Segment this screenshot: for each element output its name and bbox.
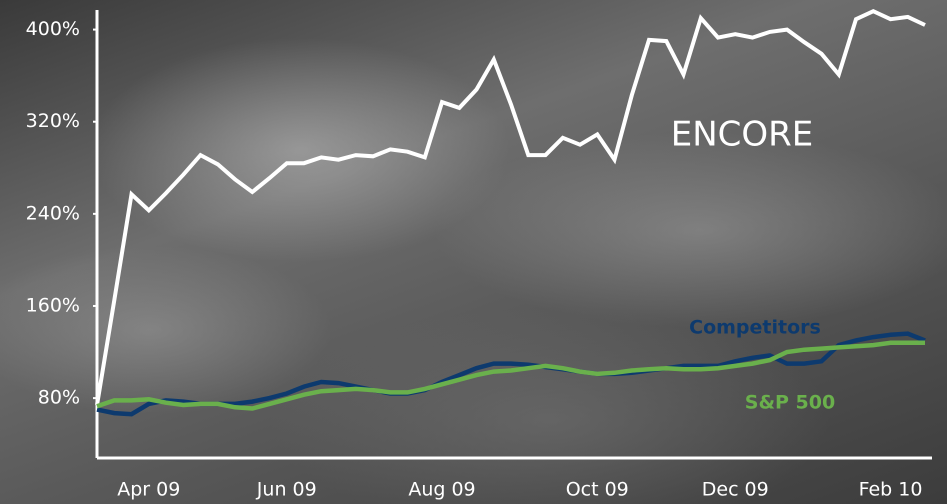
chart: 80% 160% 240% 320% 400% Apr 09 Jun 09 Aug 09 Oct… [0, 0, 947, 504]
x-tick-label: Jun 09 [256, 479, 317, 501]
x-tick-label: Aug 09 [408, 479, 475, 501]
y-tick-label: 320% [26, 110, 80, 132]
screenshot: 80% 160% 240% 320% 400% Apr 09 Jun 09 Aug 09 Oct… [0, 0, 947, 504]
x-tick-label: Feb 10 [859, 479, 923, 501]
series-label: ENCORE [671, 115, 814, 155]
y-tick-label: 400% [26, 18, 80, 40]
y-tick-label: 160% [26, 294, 80, 316]
x-tick-label: Oct 09 [566, 479, 629, 501]
series-label: Competitors [689, 317, 821, 339]
y-tick-label: 80% [38, 387, 80, 409]
series-label: S&P 500 [745, 392, 835, 414]
y-tick-label: 240% [26, 202, 80, 224]
x-tick-label: Dec 09 [702, 479, 769, 501]
x-tick-label: Apr 09 [117, 479, 180, 501]
series-line [97, 11, 925, 405]
